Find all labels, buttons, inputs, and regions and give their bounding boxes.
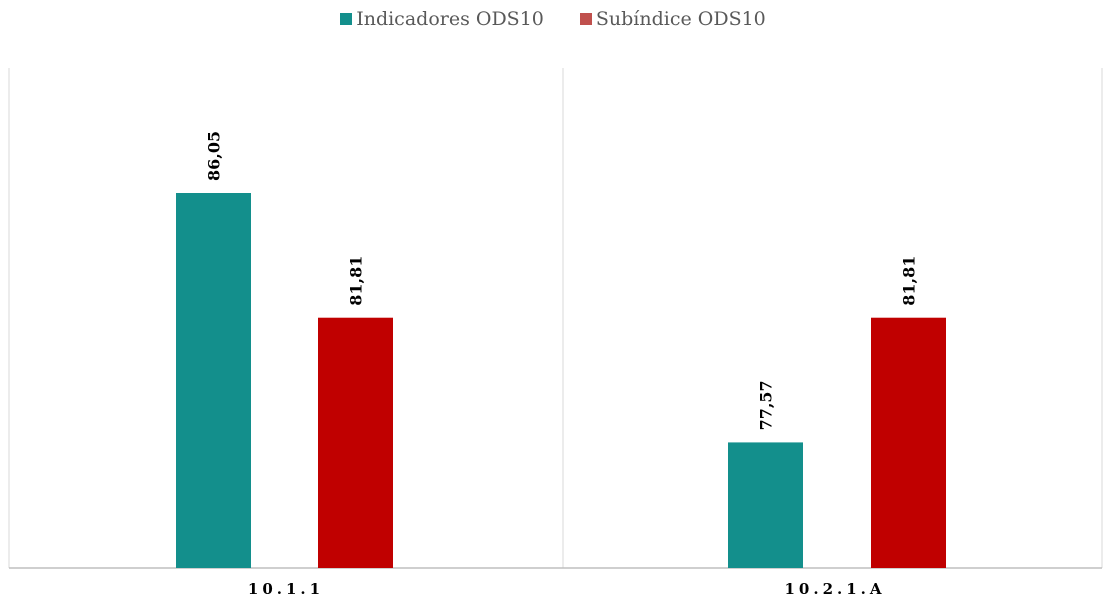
legend: Indicadores ODS10 Subíndice ODS10 xyxy=(0,6,1106,32)
bar-subindice-10-2-1-a xyxy=(871,317,946,568)
data-label-subindice-10-2-1-a: 81,81 xyxy=(900,256,919,306)
legend-swatch-indicadores xyxy=(340,13,353,25)
category-label-10-1-1: 10.1.1 xyxy=(248,580,324,598)
bar-indicadores-10-2-1-a xyxy=(728,442,803,568)
data-label-subindice-10-1-1: 81,81 xyxy=(347,256,366,306)
legend-item-indicadores: Indicadores ODS10 xyxy=(340,8,544,30)
data-label-indicadores-10-2-1-a: 77,57 xyxy=(757,380,776,430)
legend-label-indicadores: Indicadores ODS10 xyxy=(356,8,544,30)
data-labels-group: 86,05 77,57 81,81 81,81 xyxy=(205,131,919,431)
category-label-10-2-1-a: 10.2.1.A xyxy=(784,580,885,598)
legend-item-subindice: Subíndice ODS10 xyxy=(579,8,766,30)
data-label-indicadores-10-1-1: 86,05 xyxy=(205,131,224,181)
legend-label-subindice: Subíndice ODS10 xyxy=(595,8,766,30)
legend-swatch-subindice xyxy=(579,13,592,25)
bars-group xyxy=(176,193,946,568)
bar-subindice-10-1-1 xyxy=(318,317,393,568)
bar-indicadores-10-1-1 xyxy=(176,193,251,568)
